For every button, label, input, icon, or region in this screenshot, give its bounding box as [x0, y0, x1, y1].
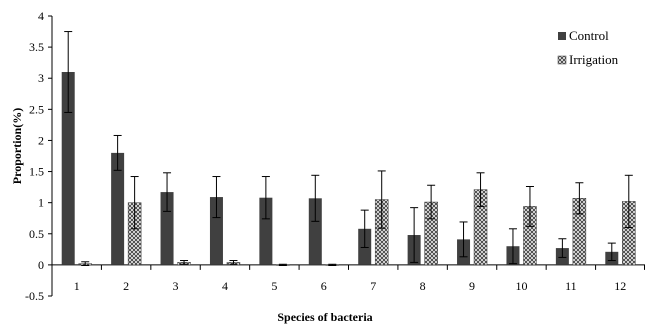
- y-tick-label: 1.5: [29, 165, 44, 179]
- y-tick-label: 4: [38, 9, 44, 23]
- legend-box: [538, 22, 638, 78]
- bars: [61, 72, 636, 266]
- x-tick-label: 6: [321, 279, 327, 293]
- x-tick-label: 11: [565, 279, 577, 293]
- x-axis: 1 2 3 4 5 6 7 8 9 10 11 12: [51, 264, 645, 293]
- x-tick-label: 2: [123, 279, 129, 293]
- control-bar: [111, 152, 125, 265]
- y-tick-label: 2.5: [29, 102, 44, 116]
- control-bar: [259, 197, 273, 265]
- y-axis: -0.5 0 0.5 1 1.5 2 2.5 3 3.5 4: [25, 9, 53, 303]
- y-tick-label: 2: [38, 133, 44, 147]
- y-tick-label: 3: [38, 71, 44, 85]
- x-tick-label: 12: [614, 279, 626, 293]
- control-bar: [308, 198, 322, 265]
- control-bar: [209, 197, 223, 265]
- control-bar: [160, 192, 174, 265]
- y-tick-label: -0.5: [25, 289, 44, 303]
- x-tick-label: 10: [515, 279, 527, 293]
- x-tick-label: 4: [222, 279, 228, 293]
- x-tick-label: 9: [469, 279, 475, 293]
- x-tick-label: 7: [370, 279, 376, 293]
- error-bars: [64, 31, 633, 267]
- irrigation-legend-label: Irrigation: [569, 52, 619, 67]
- x-tick-label: 1: [74, 279, 80, 293]
- x-axis-title: Species of bacteria: [277, 310, 372, 324]
- x-tick-label: 5: [271, 279, 277, 293]
- legend: Control Irrigation: [538, 22, 638, 78]
- control-legend-swatch: [558, 32, 566, 40]
- y-tick-label: 0: [38, 258, 44, 272]
- x-tick-label: 8: [420, 279, 426, 293]
- y-axis-title: Proportion(%): [10, 108, 24, 184]
- y-tick-label: 0.5: [29, 227, 44, 241]
- control-legend-label: Control: [569, 28, 609, 43]
- y-tick-label: 1: [38, 196, 44, 210]
- y-tick-label: 3.5: [29, 40, 44, 54]
- irrigation-legend-swatch: [557, 55, 567, 65]
- control-bar: [61, 72, 75, 265]
- x-tick-label: 3: [173, 279, 179, 293]
